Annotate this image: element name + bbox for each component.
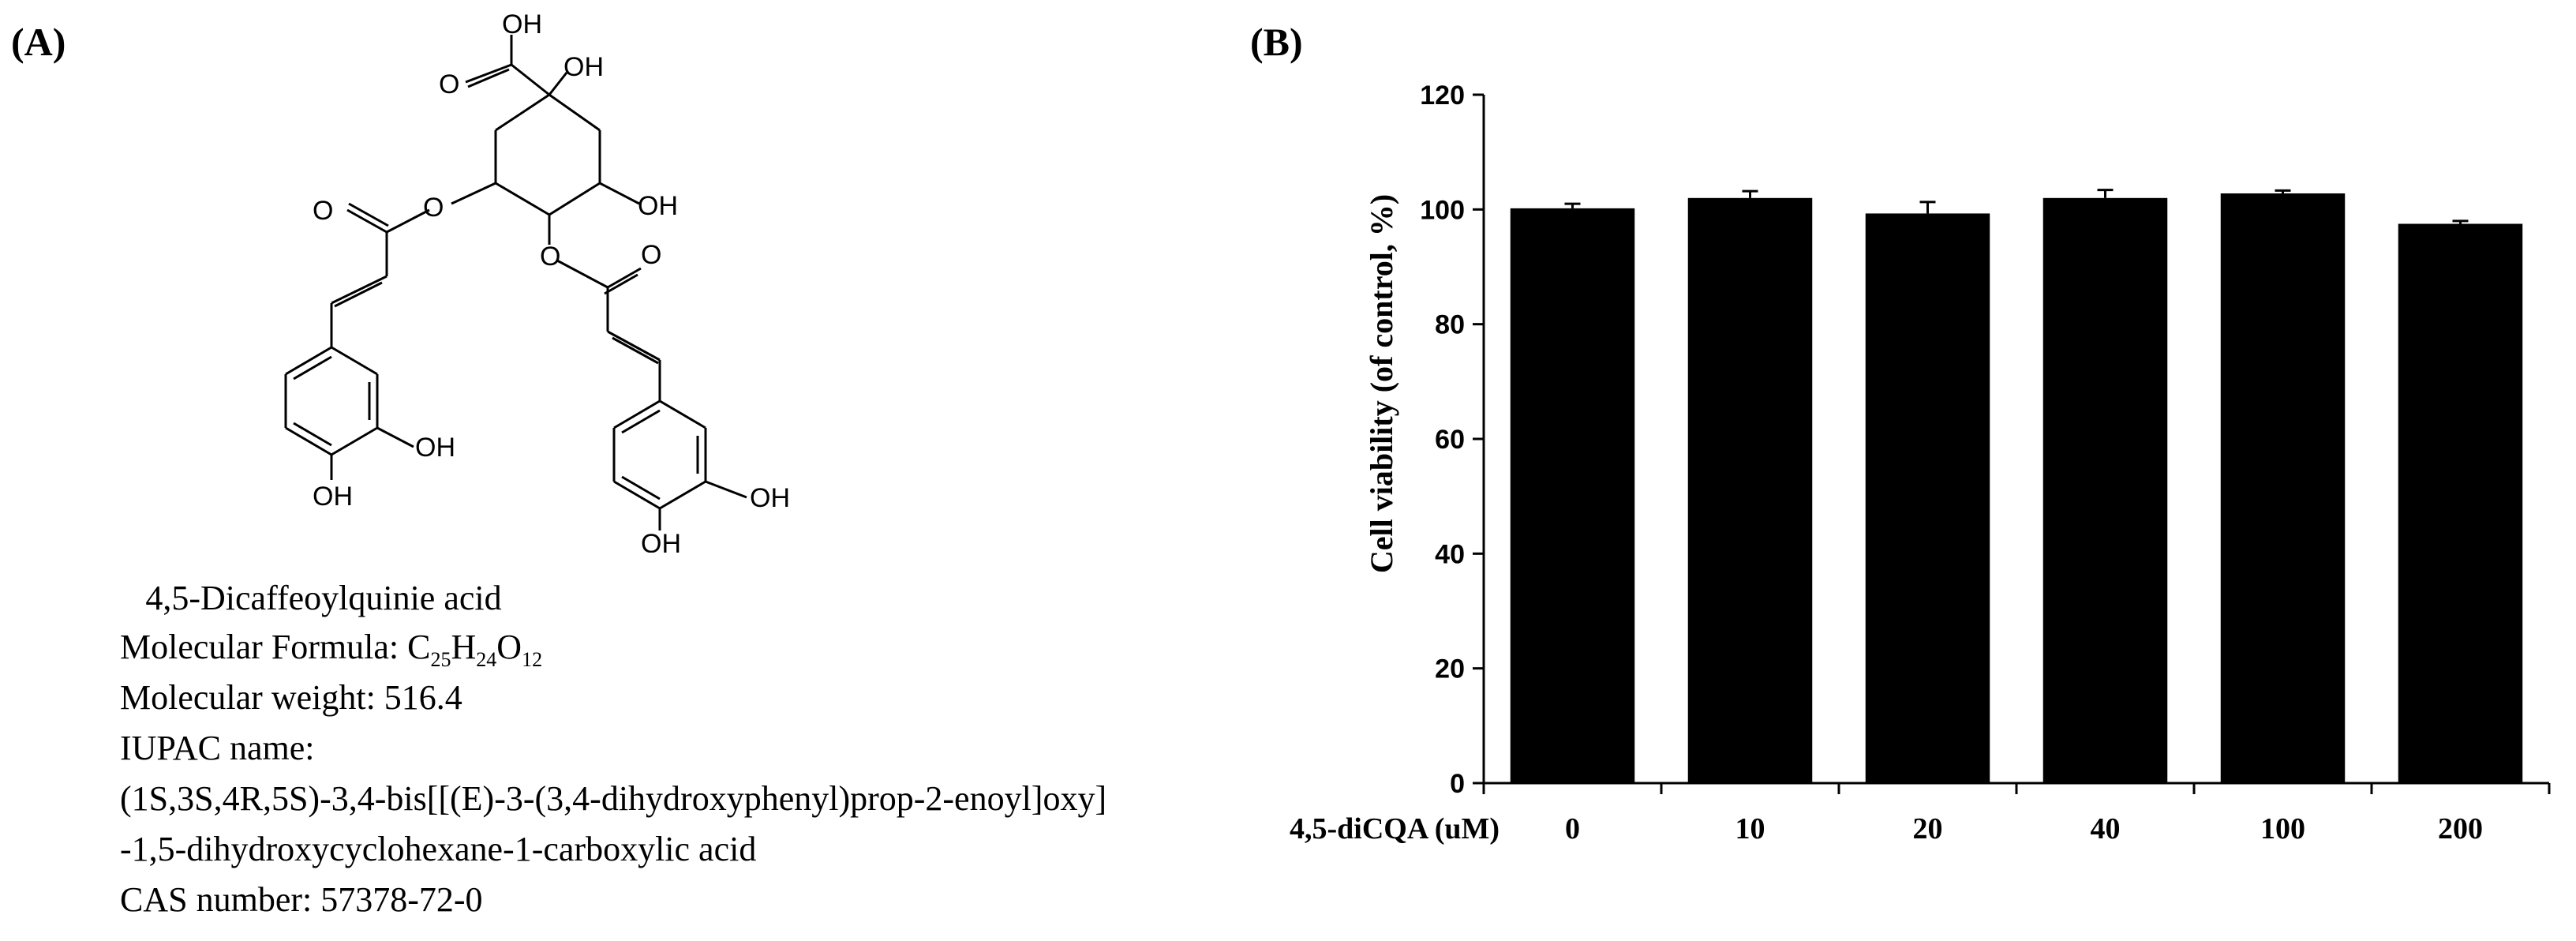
formula-h-count: 24 [476, 647, 497, 671]
x-tick-label: 40 [2091, 812, 2121, 845]
formula-o-count: 12 [522, 647, 543, 671]
atom-oh-c1: OH [564, 52, 604, 82]
iupac-line-2: -1,5-dihydroxycyclohexane-1-carboxylic a… [120, 830, 757, 868]
y-tick-label: 120 [1420, 81, 1465, 111]
formula-label: Molecular Formula: [120, 628, 408, 666]
atom-oh-top: OH [502, 9, 542, 39]
atom-o-right-ester: O [540, 242, 560, 272]
atom-o-left-carbonyl: O [313, 196, 333, 226]
iupac-line-1: (1S,3S,4R,5S)-3,4-bis[[(E)-3-(3,4-dihydr… [120, 779, 1107, 818]
left-caffeoyl-chain [330, 202, 430, 347]
atom-labels: OH O OH O O OH O O OH OH OH OH [313, 9, 790, 553]
chemical-structure: OH O OH O O OH O O OH OH OH OH [284, 9, 790, 553]
x-tick-label: 10 [1735, 812, 1765, 845]
bar-20 [1865, 213, 1990, 783]
atom-o-carboxyl: O [439, 69, 459, 99]
bar-100 [2220, 193, 2346, 783]
iupac-label: IUPAC name: [120, 729, 315, 767]
x-axis-label: 4,5-diCQA (uM) [1290, 812, 1500, 845]
molecular-weight: Molecular weight: 516.4 [120, 678, 462, 717]
y-axis: 0 20 40 60 80 100 120 [1420, 81, 1485, 799]
y-tick-label: 60 [1435, 425, 1465, 455]
y-axis-label: Cell viability (of control, %) [1364, 194, 1399, 573]
atom-oh-ring1-meta: OH [415, 433, 455, 463]
bar-40 [2042, 197, 2168, 784]
panel-a-label: (A) [11, 20, 66, 64]
x-axis: 0 10 20 40 100 200 [1482, 782, 2551, 845]
formula-h: H [451, 628, 477, 666]
bars [1510, 189, 2523, 784]
bar-200 [2398, 223, 2523, 783]
x-tick-label: 0 [1565, 812, 1580, 845]
molecular-formula: Molecular Formula: C25H24O12 [120, 630, 542, 670]
formula-o: O [496, 628, 522, 666]
left-catechol-ring [284, 346, 414, 480]
atom-oh-ring2-meta: OH [750, 483, 790, 513]
compound-name: 4,5-Dicaffeoylquinie acid [145, 579, 502, 617]
bar-10 [1687, 197, 1813, 784]
bar-0 [1510, 208, 1635, 783]
atom-oh-ring2-para: OH [641, 529, 681, 553]
cyclohexane-ring [451, 35, 640, 245]
right-catechol-ring [612, 399, 747, 530]
formula-c-count: 25 [430, 647, 451, 671]
y-tick-label: 40 [1435, 539, 1465, 569]
x-tick-label: 100 [2260, 812, 2305, 845]
y-tick-label: 100 [1420, 195, 1465, 225]
y-tick-label: 0 [1450, 769, 1465, 799]
right-caffeoyl-chain [556, 259, 661, 401]
atom-oh-c5: OH [638, 191, 678, 221]
y-tick-label: 80 [1435, 310, 1465, 340]
cas-number: CAS number: 57378-72-0 [120, 880, 483, 919]
formula-c: C [407, 628, 431, 666]
y-tick-label: 20 [1435, 654, 1465, 684]
x-tick-label: 200 [2438, 812, 2483, 845]
panel-b-label: (B) [1250, 20, 1303, 64]
atom-o-left-ester: O [423, 193, 444, 223]
x-tick-label: 20 [1913, 812, 1943, 845]
atom-o-right-carbonyl: O [641, 240, 661, 270]
atom-oh-ring1-para: OH [313, 482, 353, 512]
